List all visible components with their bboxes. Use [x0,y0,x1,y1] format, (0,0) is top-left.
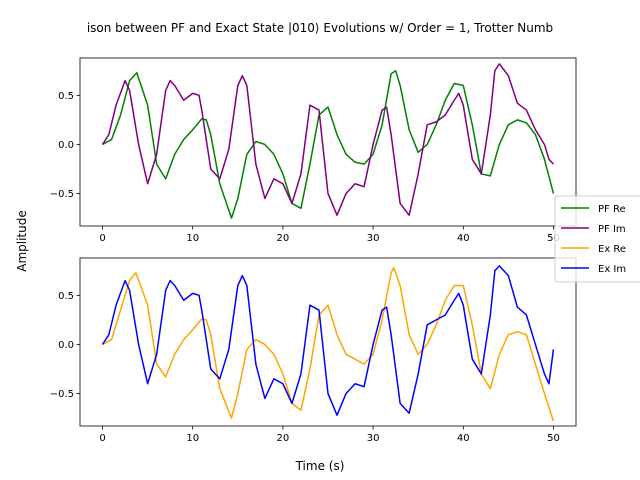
x-tick-label: 10 [186,233,199,244]
x-axis-label: Time (s) [295,459,345,473]
y-tick-label: −0.5 [50,389,74,400]
series-line-pf-im [101,63,555,216]
series-line-pf-re [102,70,555,219]
axes-frame [79,57,577,227]
series-line-ex-re [102,267,555,422]
y-tick-label: 0.5 [58,291,74,302]
x-tick-label: 30 [367,433,380,444]
legend-entry-label: Ex Im [598,264,626,275]
y-tick-label: 0.0 [58,140,74,151]
chart-title: ison between PF and Exact State |010⟩ Ev… [87,21,553,35]
x-tick-label: 50 [547,233,560,244]
x-tick-label: 30 [367,233,380,244]
x-tick-label: 20 [277,233,290,244]
y-tick-label: 0.0 [58,340,74,351]
x-tick-label: 50 [547,433,560,444]
legend-entry-label: PF Re [598,204,626,215]
x-tick-label: 0 [99,233,105,244]
series-line-ex-im [101,265,555,416]
x-tick-label: 40 [457,433,470,444]
subplot-top: 0 10 20 30 40 50 −0.5 0.0 0.5 [50,57,577,244]
legend-entry-label: PF Im [598,224,626,235]
x-tick-label: 40 [457,233,470,244]
subplot-bottom: 0 10 20 30 40 50 −0.5 0.0 0.5 [50,257,577,444]
legend-entry-label: Ex Re [598,244,626,255]
y-tick-label: 0.5 [58,91,74,102]
axes-frame [79,257,577,427]
legend-box [554,195,640,283]
y-tick-label: −0.5 [50,189,74,200]
x-tick-label: 20 [277,433,290,444]
x-tick-label: 10 [186,433,199,444]
y-axis-label: Amplitude [15,210,29,272]
x-tick-label: 0 [99,433,105,444]
legend: PF Re PF Im Ex Re Ex Im [554,195,640,283]
